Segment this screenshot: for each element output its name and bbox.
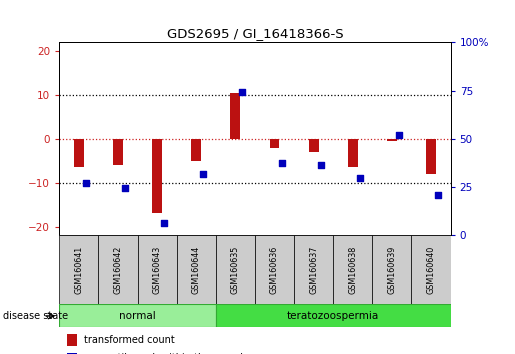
Text: GSM160636: GSM160636 — [270, 246, 279, 294]
Bar — [152, 139, 162, 213]
Point — [317, 162, 325, 168]
Text: GSM160644: GSM160644 — [192, 246, 201, 294]
Bar — [113, 139, 123, 165]
Point — [395, 133, 403, 138]
Bar — [67, 334, 77, 346]
Text: GSM160638: GSM160638 — [348, 246, 357, 294]
Bar — [269, 139, 279, 148]
Point — [356, 175, 364, 181]
Bar — [411, 235, 451, 304]
Point — [199, 171, 208, 177]
Text: percentile rank within the sample: percentile rank within the sample — [84, 353, 249, 354]
Bar — [191, 139, 201, 161]
Bar — [294, 235, 333, 304]
Text: GSM160643: GSM160643 — [152, 246, 162, 294]
Bar — [59, 304, 216, 327]
Bar — [177, 235, 216, 304]
Bar — [372, 235, 411, 304]
Bar — [387, 139, 397, 141]
Bar — [216, 235, 255, 304]
Point — [121, 185, 129, 191]
Bar — [59, 235, 98, 304]
Text: disease state: disease state — [3, 311, 67, 321]
Bar — [230, 93, 240, 139]
Bar — [255, 235, 294, 304]
Text: GSM160640: GSM160640 — [426, 246, 436, 294]
Point — [434, 192, 442, 198]
Bar — [67, 353, 77, 354]
Text: transformed count: transformed count — [84, 335, 175, 345]
Bar — [333, 235, 372, 304]
Bar — [216, 304, 451, 327]
Bar — [74, 139, 83, 167]
Text: GSM160642: GSM160642 — [113, 246, 123, 294]
Text: GSM160635: GSM160635 — [231, 246, 240, 294]
Text: GSM160639: GSM160639 — [387, 246, 397, 294]
Bar — [348, 139, 357, 167]
Bar — [98, 235, 138, 304]
Point — [82, 180, 90, 185]
Text: GSM160637: GSM160637 — [309, 246, 318, 294]
Text: teratozoospermia: teratozoospermia — [287, 311, 380, 321]
Text: GSM160641: GSM160641 — [74, 246, 83, 294]
Bar — [138, 235, 177, 304]
Text: normal: normal — [119, 311, 156, 321]
Point — [238, 89, 247, 95]
Point — [160, 220, 168, 226]
Bar — [308, 139, 318, 152]
Title: GDS2695 / GI_16418366-S: GDS2695 / GI_16418366-S — [167, 27, 343, 40]
Point — [278, 161, 286, 166]
Bar — [426, 139, 436, 174]
